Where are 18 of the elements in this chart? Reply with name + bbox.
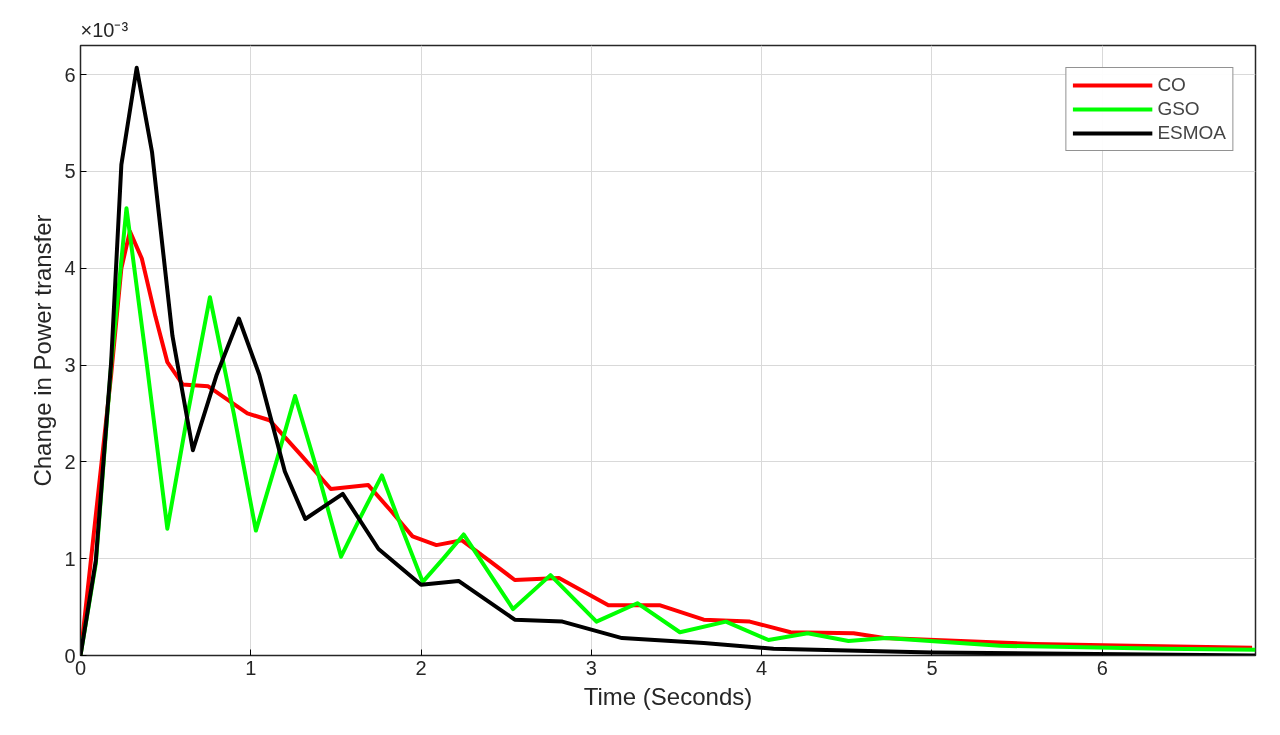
x-tick-label: 6 xyxy=(1096,656,1108,679)
x-tick-label: 5 xyxy=(926,656,938,679)
x-tick-label: 3 xyxy=(585,656,597,679)
x-tick-label: 1 xyxy=(245,656,257,679)
y-tick-label: 6 xyxy=(64,63,76,86)
x-axis-title: Time (Seconds) xyxy=(583,682,753,710)
y-tick-label: 4 xyxy=(64,257,76,280)
legend-label: GSO xyxy=(1157,98,1200,120)
x-tick-label: 2 xyxy=(415,656,427,679)
x-tick-label: 4 xyxy=(756,656,768,679)
y-tick-label: 2 xyxy=(64,450,76,473)
y-tick-label: 3 xyxy=(64,354,76,377)
y-tick-label: 5 xyxy=(64,160,76,183)
legend-label: CO xyxy=(1157,74,1186,96)
y-tick-label: 1 xyxy=(64,547,76,570)
legend-label: ESMOA xyxy=(1157,122,1226,144)
text: ×10⁻³ xyxy=(80,18,129,41)
y-axis-title: Change in Power transfer xyxy=(29,214,57,487)
